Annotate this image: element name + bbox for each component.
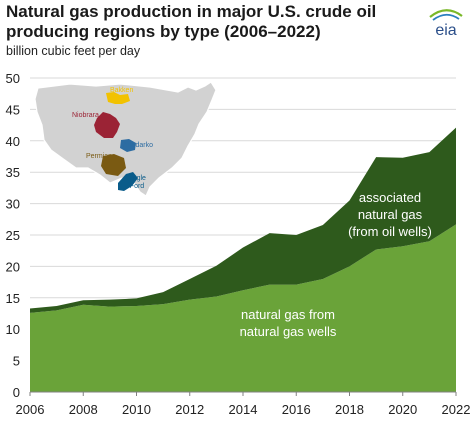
y-tick-label-25: 25	[6, 228, 20, 243]
map-label-bakken: Bakken	[110, 87, 133, 94]
x-tick-label-2012: 2012	[175, 402, 204, 417]
y-tick-label-0: 0	[13, 385, 20, 400]
chart-subtitle: billion cubic feet per day	[6, 44, 141, 58]
map-label-permian: Permian	[86, 153, 112, 160]
y-tick-label-15: 15	[6, 291, 20, 306]
y-tick-label-30: 30	[6, 197, 20, 212]
eia-logo-text: eia	[435, 22, 456, 38]
x-tick-label-2022: 2022	[442, 402, 471, 417]
niobrara-region	[94, 112, 120, 138]
y-tick-label-40: 40	[6, 134, 20, 149]
anadarko-region	[120, 139, 136, 152]
x-tick-label-2006: 2006	[16, 402, 45, 417]
y-tick-label-5: 5	[13, 354, 20, 369]
y-tick-label-35: 35	[6, 165, 20, 180]
y-tick-label-50: 50	[6, 71, 20, 86]
axes	[29, 391, 457, 396]
label-associated-1: associated	[359, 190, 421, 205]
eia-logo: eia	[429, 9, 463, 38]
eagle-ford-region	[118, 172, 138, 191]
chart-title-line-2: producing regions by type (2006–2022)	[6, 22, 321, 41]
us-map-outline	[34, 81, 217, 197]
label-natgas-1: natural gas from	[241, 307, 335, 322]
y-tick-label-20: 20	[6, 259, 20, 274]
label-associated-2: natural gas	[358, 207, 423, 222]
permian-region	[101, 154, 126, 176]
series-area-nonassociated	[30, 224, 456, 392]
label-associated-3: (from oil wells)	[348, 224, 432, 239]
chart-title-line-1: Natural gas production in major U.S. cru…	[6, 2, 377, 21]
map-label-eagle-ford-1: Eagle	[128, 175, 146, 182]
map-label-eagle-ford-2: Ford	[130, 183, 145, 190]
map-label-niobrara: Niobrara	[72, 112, 99, 119]
label-natgas-2: natural gas wells	[240, 324, 337, 339]
map-label-anadarko: Anadarko	[123, 142, 153, 149]
y-tick-label-45: 45	[6, 102, 20, 117]
x-tick-label-2018: 2018	[335, 402, 364, 417]
y-tick-label-10: 10	[6, 322, 20, 337]
x-tick-label-2014: 2014	[229, 402, 258, 417]
chart-title: Natural gas production in major U.S. cru…	[6, 2, 406, 42]
series-area-associated	[30, 127, 456, 313]
bakken-region	[106, 92, 130, 104]
x-tick-label-2016: 2016	[282, 402, 311, 417]
x-tick-label-2020: 2020	[388, 402, 417, 417]
x-tick-label-2008: 2008	[69, 402, 98, 417]
inset-map: Bakken Niobrara Anadarko Permian Eagle F…	[34, 81, 217, 197]
tick-labels: 0 5 10 15 20 25 30 35 40 45 50 2006 2008 2010 2012 2014…	[6, 71, 471, 417]
x-tick-label-2010: 2010	[122, 402, 151, 417]
area-layer	[30, 127, 456, 392]
